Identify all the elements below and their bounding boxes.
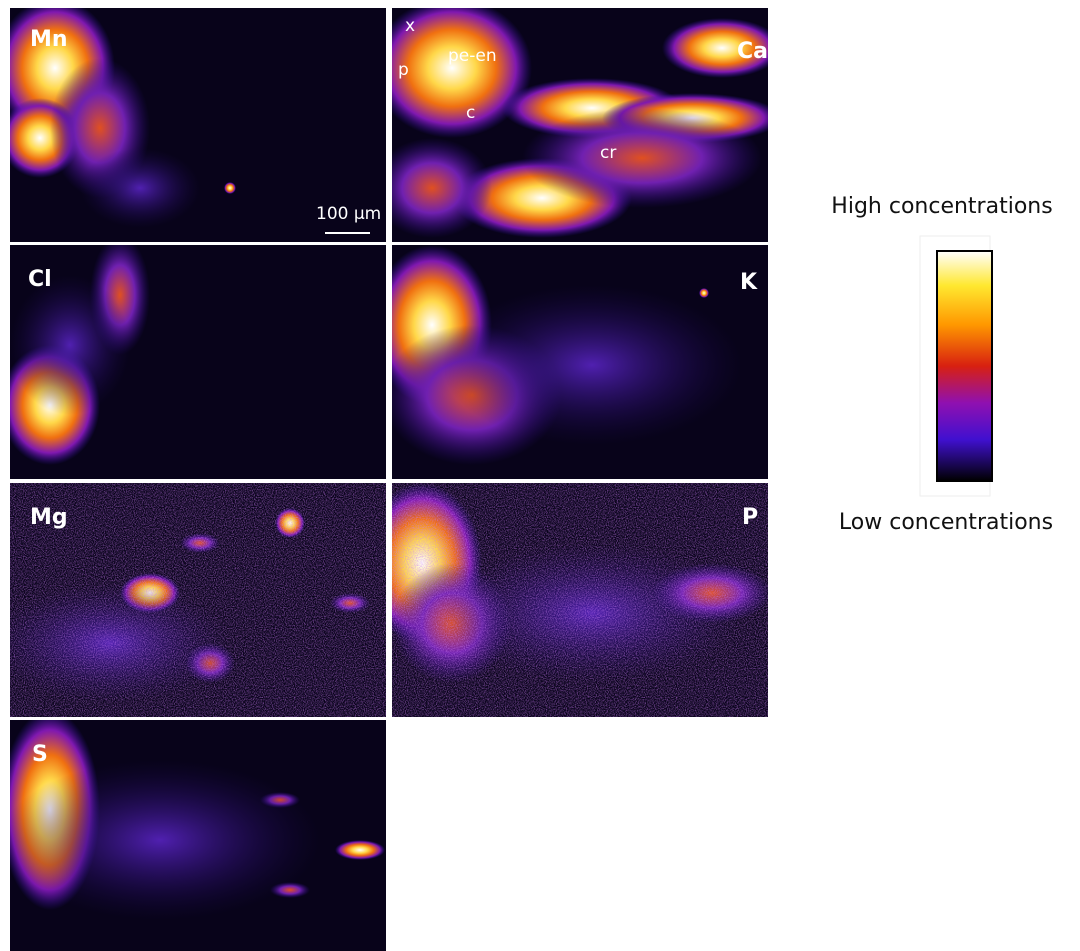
signal-region bbox=[392, 8, 532, 138]
panel-label: S bbox=[32, 742, 48, 767]
annotation: x bbox=[405, 16, 415, 36]
signal-region bbox=[80, 148, 200, 228]
signal-region bbox=[442, 285, 742, 445]
signal-region bbox=[10, 275, 130, 415]
colorbar bbox=[936, 250, 993, 482]
panel-label: Mn bbox=[30, 27, 68, 52]
signal-region bbox=[335, 840, 385, 860]
element-map: Mn bbox=[10, 8, 386, 242]
signal-noise bbox=[10, 483, 386, 717]
signal-region bbox=[662, 18, 768, 78]
signal-region bbox=[270, 882, 310, 898]
signal-region bbox=[522, 108, 762, 208]
panel-label: K bbox=[740, 270, 758, 295]
element-map: P bbox=[392, 483, 768, 717]
annotation: pe-en bbox=[448, 46, 497, 66]
signal-region bbox=[224, 182, 236, 194]
panel-label: Cl bbox=[28, 267, 52, 292]
signal-region bbox=[392, 138, 492, 238]
signal-region bbox=[699, 288, 709, 298]
legend-low: Low concentrations bbox=[839, 510, 1053, 535]
panels: Mn Ca Cl K Mg P S 100 µm x p pe-en c cr bbox=[10, 8, 768, 951]
scale-bar-label: 100 µm bbox=[316, 204, 381, 224]
legend-high: High concentrations bbox=[831, 194, 1052, 219]
annotation: p bbox=[398, 60, 409, 80]
element-map: S bbox=[10, 720, 386, 951]
annotation: cr bbox=[600, 143, 616, 163]
element-map: K bbox=[392, 245, 768, 479]
signal-region bbox=[10, 760, 320, 920]
element-map: Ca bbox=[392, 8, 768, 242]
signal-noise bbox=[392, 483, 768, 717]
element-map: Mg bbox=[10, 483, 386, 717]
panel-label: Ca bbox=[737, 39, 768, 64]
panel-label: P bbox=[742, 505, 758, 530]
annotation: c bbox=[466, 103, 475, 123]
panel-label: Mg bbox=[30, 505, 68, 530]
element-map: Cl bbox=[10, 245, 386, 479]
